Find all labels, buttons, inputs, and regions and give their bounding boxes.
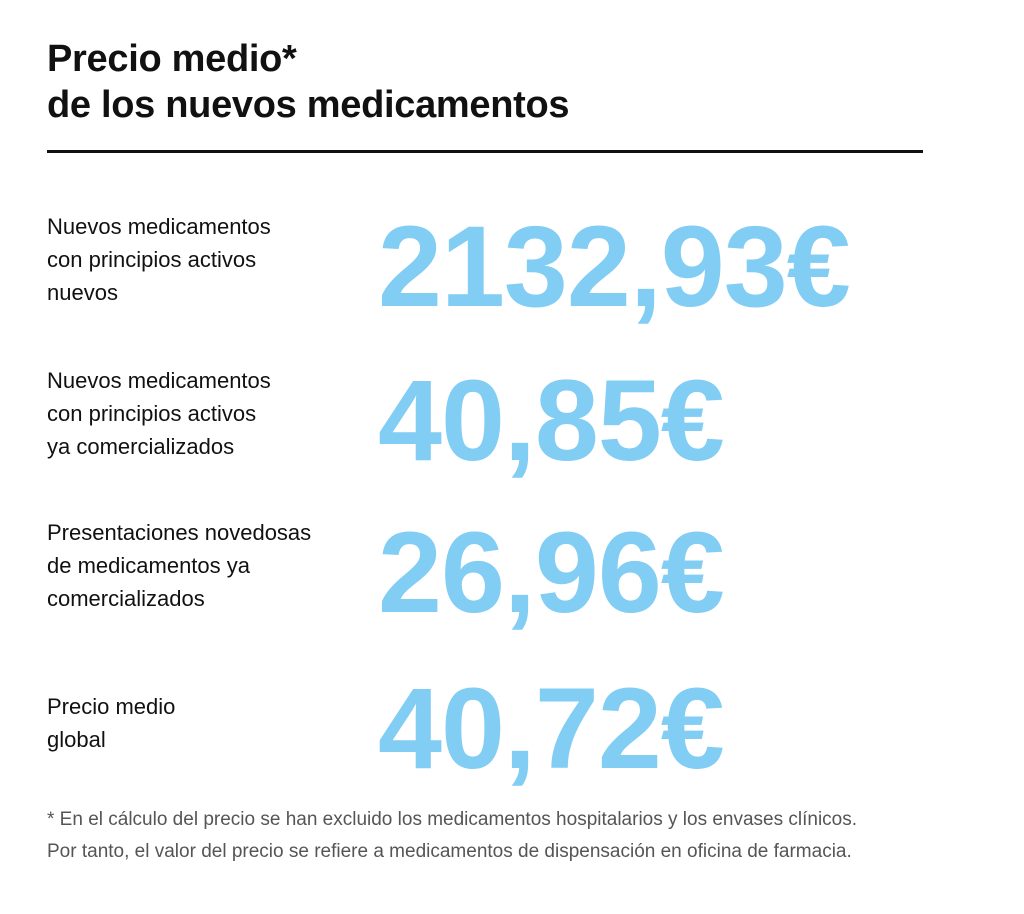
label-line: Precio medio xyxy=(47,694,176,719)
label-line: ya comercializados xyxy=(47,434,235,459)
label-line: comercializados xyxy=(47,586,205,611)
label-line: con principios activos xyxy=(47,247,257,272)
label-line: con principios activos xyxy=(47,401,257,426)
stat-value: 40,85€ xyxy=(378,357,725,485)
stat-label: Nuevos medicamentos con principios activ… xyxy=(47,210,271,309)
title-line-2: de los nuevos medicamentos xyxy=(47,84,570,126)
stat-value: 26,96€ xyxy=(378,509,725,637)
label-line: de medicamentos ya xyxy=(47,553,250,578)
stat-label: Nuevos medicamentos con principios activ… xyxy=(47,364,271,463)
label-line: nuevos xyxy=(47,280,118,305)
label-line: Nuevos medicamentos xyxy=(47,214,271,239)
label-line: global xyxy=(47,727,106,752)
title-divider xyxy=(47,150,923,153)
label-line: Presentaciones novedosas xyxy=(47,520,312,545)
footnote: * En el cálculo del precio se han exclui… xyxy=(47,804,857,868)
stat-label: Precio medio global xyxy=(47,690,175,756)
page-title: Precio medio* de los nuevos medicamentos xyxy=(47,36,570,128)
label-line: Nuevos medicamentos xyxy=(47,368,271,393)
stat-value: 2132,93€ xyxy=(378,203,851,331)
footnote-line-1: * En el cálculo del precio se han exclui… xyxy=(47,809,858,830)
footnote-line-2: Por tanto, el valor del precio se refier… xyxy=(47,841,852,862)
stat-value: 40,72€ xyxy=(378,665,725,793)
title-line-1: Precio medio* xyxy=(47,38,297,80)
stat-label: Presentaciones novedosas de medicamentos… xyxy=(47,516,311,615)
